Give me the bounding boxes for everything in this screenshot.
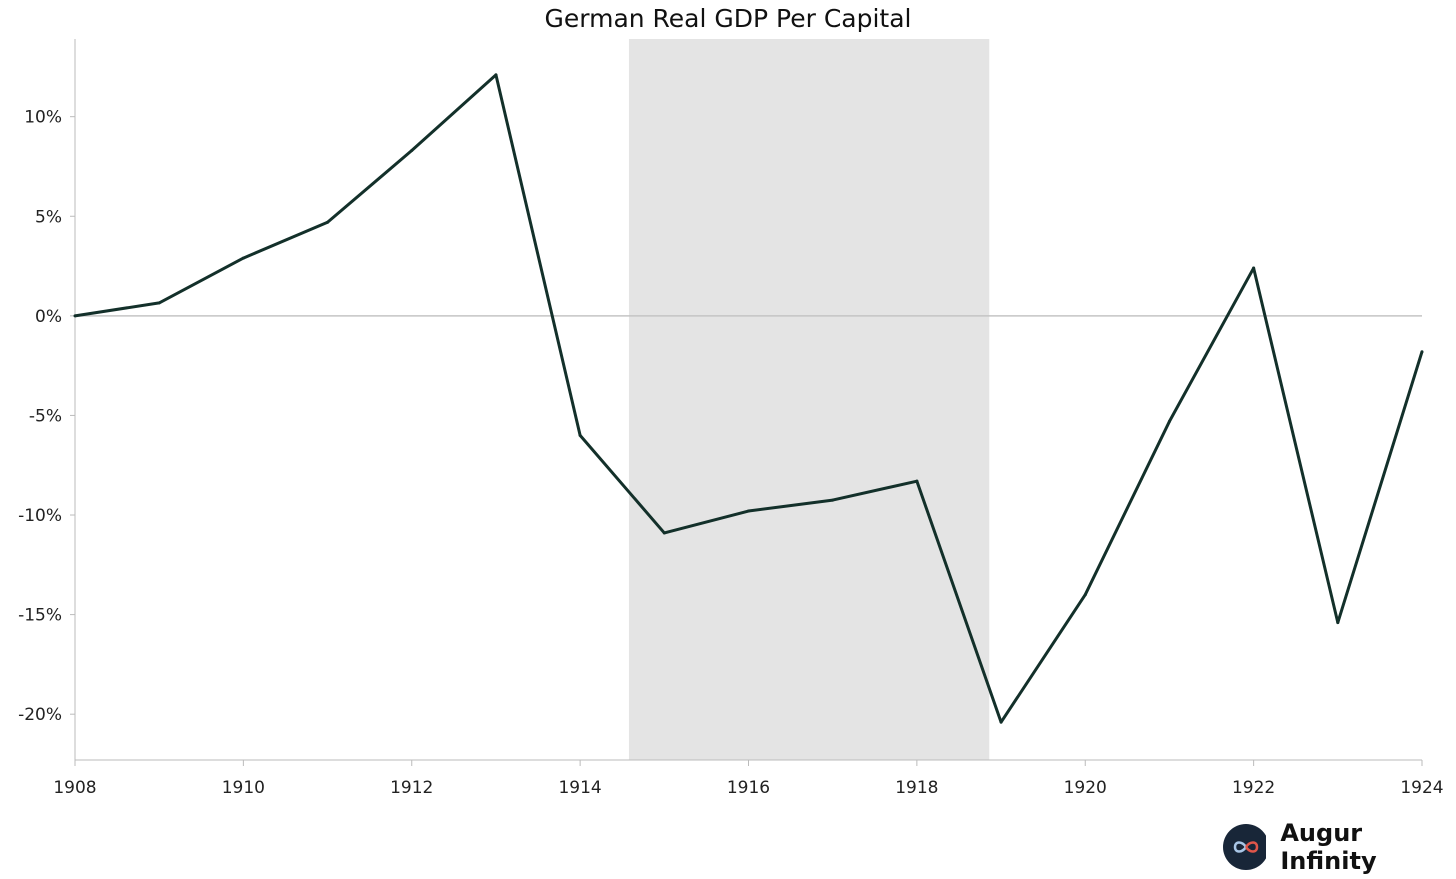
war-period-shading (628, 39, 990, 760)
y-tick-label: 0% (35, 307, 62, 327)
data-point (157, 301, 161, 305)
data-point (915, 479, 919, 483)
data-point (326, 220, 330, 224)
data-point (241, 256, 245, 260)
data-point (1083, 593, 1087, 597)
x-tick-label: 1922 (1232, 778, 1275, 798)
x-tick-label: 1914 (558, 778, 601, 798)
x-tick-label: 1916 (727, 778, 770, 798)
data-point (747, 509, 750, 513)
x-tick-label: 1908 (53, 778, 96, 798)
x-tick-label: 1910 (222, 778, 265, 798)
y-tick-label: 10% (24, 108, 62, 128)
data-point (662, 531, 666, 535)
data-point (73, 314, 77, 318)
infinity-logo-icon (1223, 824, 1267, 870)
brand-logo: Augur Infinity (1223, 819, 1456, 875)
data-point (410, 149, 414, 153)
data-point (1167, 419, 1171, 423)
data-point (578, 433, 582, 437)
data-point (831, 498, 835, 502)
x-tick-label: 1920 (1064, 778, 1107, 798)
data-point (494, 73, 498, 77)
chart-title: German Real GDP Per Capital (544, 4, 912, 33)
y-tick-label: -5% (29, 406, 62, 426)
y-tick-label: 5% (35, 207, 62, 227)
y-tick-label: -10% (18, 506, 62, 526)
x-tick-label: 1912 (390, 778, 433, 798)
logo-text: Augur Infinity (1280, 819, 1377, 875)
x-tick-label: 1918 (895, 778, 938, 798)
data-point (1336, 621, 1340, 625)
x-tick-label: 1924 (1400, 778, 1443, 798)
data-point (999, 720, 1003, 724)
data-point (1420, 350, 1424, 354)
y-tick-label: -20% (18, 705, 62, 725)
data-point (1252, 266, 1256, 270)
y-tick-label: -15% (18, 606, 62, 626)
